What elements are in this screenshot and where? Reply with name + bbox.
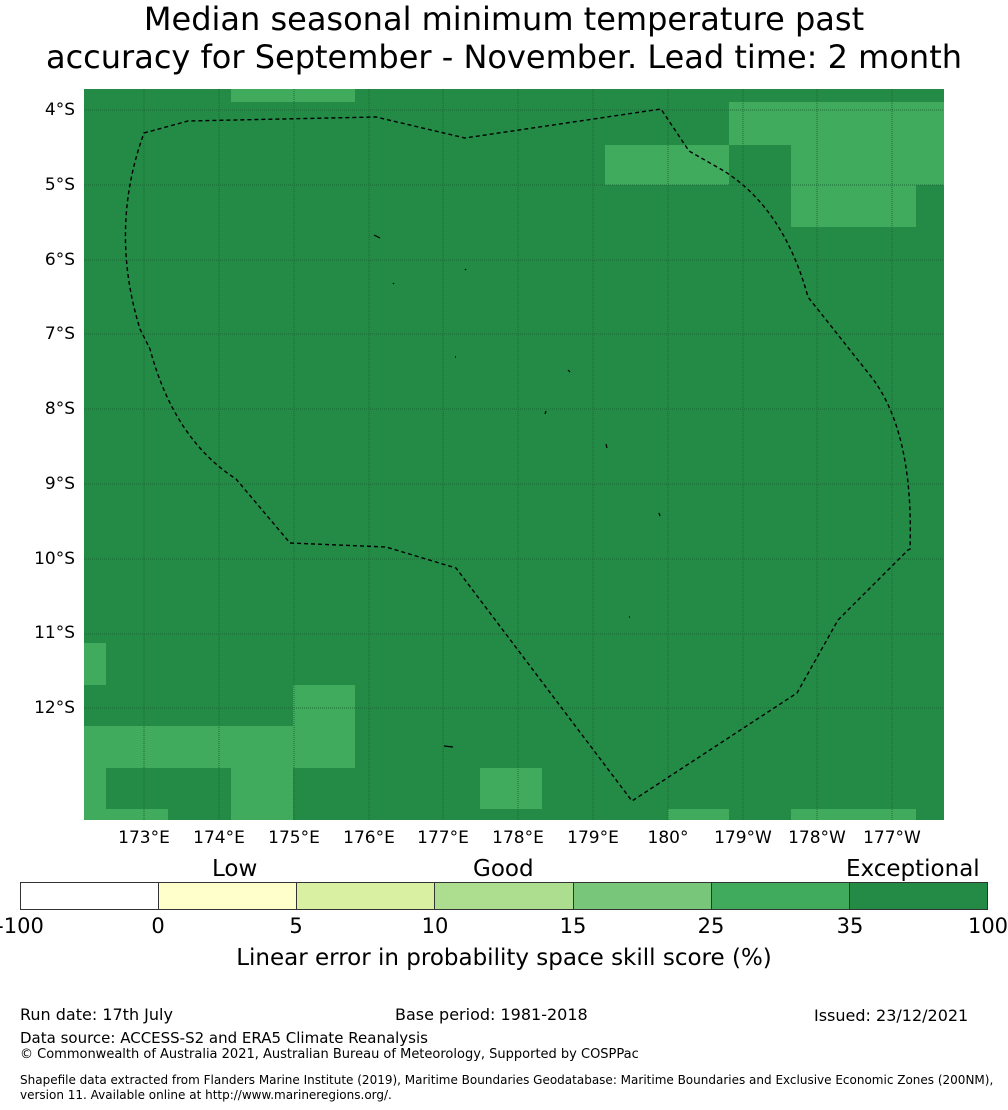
run-date: Run date: 17th July: [20, 1005, 173, 1024]
colorbar-segment: [297, 883, 436, 909]
map-canvas: [84, 89, 944, 820]
issued-date: Issued: 23/12/2021: [814, 1006, 969, 1025]
colorbar-label: Linear error in probability space skill …: [236, 945, 772, 971]
data-source: Data source: ACCESS-S2 and ERA5 Climate …: [20, 1029, 428, 1047]
colorbar-tick: 25: [697, 914, 725, 938]
title-line-1: Median seasonal minimum temperature past: [143, 0, 865, 38]
colorbar-tick: -100: [0, 914, 44, 938]
skill-cells-25-35: [84, 89, 944, 820]
legend-category-good: Good: [473, 856, 534, 882]
colorbar-segment: [711, 883, 850, 909]
lat-label: 9°S: [44, 474, 75, 494]
colorbar-segment: [435, 883, 574, 909]
island-outlines: [373, 234, 661, 748]
colorbar: [20, 882, 988, 910]
colorbar-tick: 15: [559, 914, 587, 938]
lat-label: 6°S: [44, 250, 75, 270]
lat-label: 8°S: [44, 399, 75, 419]
colorbar-segment: [849, 883, 987, 909]
lat-label: 5°S: [44, 175, 75, 195]
copyright: © Commonwealth of Australia 2021, Austra…: [20, 1047, 639, 1062]
colorbar-segment: [573, 883, 712, 909]
map-panel: [84, 89, 944, 820]
lon-label: 178°W: [788, 828, 846, 848]
chart-title: Median seasonal minimum temperature past…: [0, 0, 1008, 76]
colorbar-tick: 5: [289, 914, 303, 938]
lon-label: 180°: [647, 828, 689, 848]
eez-boundary: [124, 108, 912, 802]
lon-label: 176°E: [343, 828, 395, 848]
lon-label: 177°E: [417, 828, 469, 848]
lon-label: 179°E: [567, 828, 619, 848]
lon-label: 175°E: [268, 828, 320, 848]
lat-label: 10°S: [34, 549, 75, 569]
shapefile-credit-2: version 11. Available online at http://w…: [20, 1088, 392, 1102]
base-period: Base period: 1981-2018: [395, 1005, 588, 1024]
colorbar-segment: [159, 883, 298, 909]
lat-label: 11°S: [34, 623, 75, 643]
colorbar-tick: 35: [836, 914, 864, 938]
lon-label: 177°W: [863, 828, 921, 848]
lat-label: 4°S: [44, 100, 75, 120]
shapefile-credit-1: Shapefile data extracted from Flanders M…: [20, 1073, 994, 1087]
lon-label: 173°E: [118, 828, 170, 848]
map-gridlines: [84, 89, 944, 820]
colorbar-tick: 0: [151, 914, 165, 938]
colorbar-tick: 10: [421, 914, 449, 938]
legend-category-low: Low: [212, 856, 258, 882]
colorbar-tick: 100: [967, 914, 1008, 938]
lon-label: 179°W: [714, 828, 772, 848]
lon-label: 174°E: [193, 828, 245, 848]
lat-label: 7°S: [44, 324, 75, 344]
lon-label: 178°E: [492, 828, 544, 848]
title-line-2: accuracy for September - November. Lead …: [45, 38, 963, 76]
lat-label: 12°S: [34, 698, 75, 718]
legend-category-exceptional: Exceptional: [846, 856, 980, 882]
colorbar-segment: [21, 883, 160, 909]
